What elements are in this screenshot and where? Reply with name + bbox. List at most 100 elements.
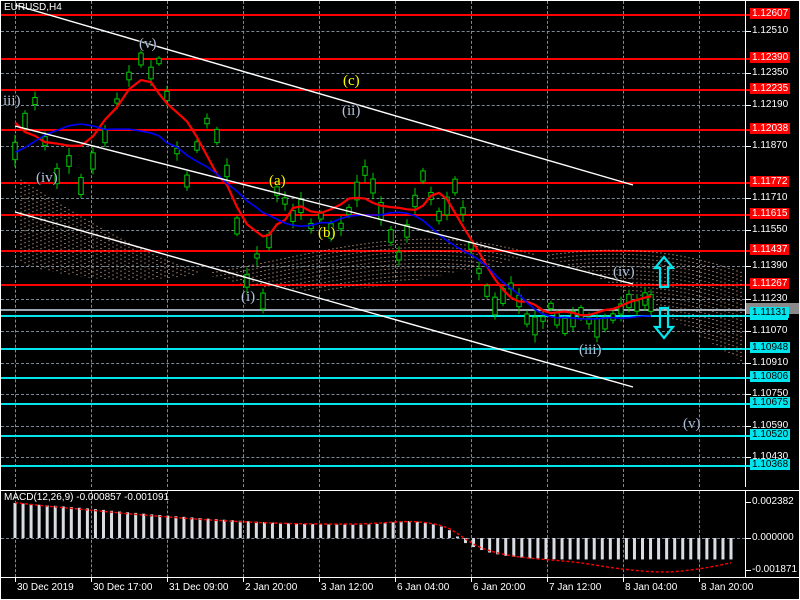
grid-line-vertical <box>395 491 396 577</box>
resistance-price-label[interactable]: 1.11615 <box>750 208 790 219</box>
price-axis-label: 1.11390 <box>752 260 788 271</box>
grid-line-horizontal <box>1 31 745 32</box>
candlestick <box>508 276 514 296</box>
resistance-price-label[interactable]: 1.12038 <box>750 123 791 134</box>
up-arrow-icon[interactable] <box>652 255 676 294</box>
resistance-line <box>1 129 745 131</box>
candlestick <box>90 147 96 175</box>
candlestick <box>370 172 376 200</box>
wave-label[interactable]: (iv) <box>613 264 635 280</box>
wave-label[interactable]: (v) <box>139 36 157 52</box>
price-axis-label: 1.11070 <box>752 325 788 336</box>
candlestick <box>404 219 410 243</box>
time-axis-tick <box>395 578 396 582</box>
support-price-label[interactable]: 1.10520 <box>750 429 791 440</box>
candlestick <box>290 203 296 229</box>
macd-scale: 0.002382 0.000000 -0.001871 <box>745 491 799 577</box>
candlestick <box>114 92 120 110</box>
resistance-line <box>1 284 745 286</box>
price-axis-tick <box>746 31 751 32</box>
candlestick <box>554 309 560 329</box>
trendlines <box>14 4 634 388</box>
resistance-price-label[interactable]: 1.11772 <box>750 176 790 187</box>
time-axis-label: 6 Jan 20:00 <box>473 582 526 593</box>
resistance-price-label[interactable]: 1.11437 <box>750 244 790 255</box>
grid-line-vertical <box>699 491 700 577</box>
price-axis-tick <box>746 146 751 147</box>
candlestick <box>500 285 506 307</box>
grid-line-vertical <box>547 1 548 487</box>
grid-line-vertical <box>91 491 92 577</box>
time-axis[interactable]: 30 Dec 2019 30 Dec 17:00 31 Dec 09:00 2 Jan… <box>1 577 799 599</box>
wave-label[interactable]: (b) <box>318 225 336 241</box>
candlestick <box>594 313 600 343</box>
wave-label[interactable]: (iii) <box>579 342 602 358</box>
resistance-price-label-tick <box>746 58 751 60</box>
macd-axis-label: -0.001871 <box>752 564 798 575</box>
wave-label[interactable]: (iv) <box>36 170 58 186</box>
candlestick <box>184 171 190 191</box>
resistance-price-label[interactable]: 1.11267 <box>750 278 790 289</box>
price-axis-tick <box>746 299 751 300</box>
trendline[interactable] <box>14 4 634 186</box>
candlestick <box>32 91 38 111</box>
candlestick <box>378 196 384 226</box>
wave-label[interactable]: iii) <box>3 93 21 109</box>
grid-line-horizontal <box>1 146 745 147</box>
macd-axis-tick <box>746 538 751 539</box>
wave-label[interactable]: (v) <box>683 416 701 432</box>
grid-line-vertical <box>243 491 244 577</box>
wave-label[interactable]: (ii) <box>342 103 361 119</box>
time-axis-tick <box>243 578 244 582</box>
time-axis-tick <box>15 578 16 582</box>
support-price-label[interactable]: 1.10948 <box>750 342 791 353</box>
wave-label[interactable]: (i) <box>241 289 256 305</box>
price-scale[interactable]: 1.12607 1.12390 1.12235 1.12038 1.11772 1.116… <box>745 1 799 487</box>
grid-line-horizontal <box>1 426 745 427</box>
resistance-line <box>1 58 745 60</box>
macd-plot-area[interactable] <box>1 491 745 577</box>
resistance-price-label[interactable]: 1.12235 <box>750 83 791 94</box>
macd-panel[interactable]: MACD(12,26,9) -0.000857 -0.001091 0.0023… <box>1 490 799 577</box>
grid-line-vertical <box>243 1 244 487</box>
support-price-label[interactable]: 1.10368 <box>750 459 791 470</box>
resistance-price-label[interactable]: 1.12607 <box>750 8 791 19</box>
wave-label[interactable]: (a) <box>269 173 286 189</box>
grid-line-horizontal <box>1 299 745 300</box>
grid-line-horizontal <box>1 538 745 539</box>
price-axis-label: 1.10590 <box>752 420 789 431</box>
candlestick <box>308 218 314 234</box>
trendline[interactable] <box>14 125 634 285</box>
resistance-line <box>1 182 745 184</box>
candlestick <box>436 207 442 225</box>
grid-line-horizontal <box>1 363 745 364</box>
candlestick <box>610 310 616 324</box>
resistance-price-label-tick <box>746 14 751 16</box>
price-chart-panel[interactable]: iii) (v) (iv) (i) (a) (b) (c) (ii) (iv) (iii) (v) … <box>1 1 799 487</box>
resistance-line <box>1 89 745 91</box>
wave-label[interactable]: (c) <box>343 73 360 89</box>
price-axis-label: 1.12190 <box>752 99 789 110</box>
kijun-sen-line <box>14 123 652 320</box>
time-axis-label: 3 Jan 12:00 <box>321 582 374 593</box>
grid-line-horizontal <box>1 331 745 332</box>
resistance-price-label-tick <box>746 89 751 91</box>
time-axis-label: 8 Jan 04:00 <box>625 582 678 593</box>
down-arrow-icon[interactable] <box>652 306 676 345</box>
grid-line-vertical <box>395 1 396 487</box>
candlestick <box>66 148 72 174</box>
price-axis-label: 1.12350 <box>752 67 789 78</box>
grid-line-vertical <box>319 491 320 577</box>
macd-series-overlay <box>13 501 733 573</box>
grid-line-vertical <box>471 491 472 577</box>
macd-axis-tick <box>746 570 751 571</box>
price-plot-area[interactable]: iii) (v) (iv) (i) (a) (b) (c) (ii) (iv) (iii) (v) <box>1 1 745 487</box>
support-price-label[interactable]: 1.10806 <box>750 371 791 382</box>
support-price-label[interactable]: 1.10675 <box>750 397 791 408</box>
candlestick <box>642 287 648 311</box>
support-price-label-tick <box>746 377 751 379</box>
macd-axis-tick <box>746 502 751 503</box>
resistance-price-label[interactable]: 1.12390 <box>750 52 791 63</box>
current-price-label[interactable]: 1.11131 <box>750 307 789 318</box>
